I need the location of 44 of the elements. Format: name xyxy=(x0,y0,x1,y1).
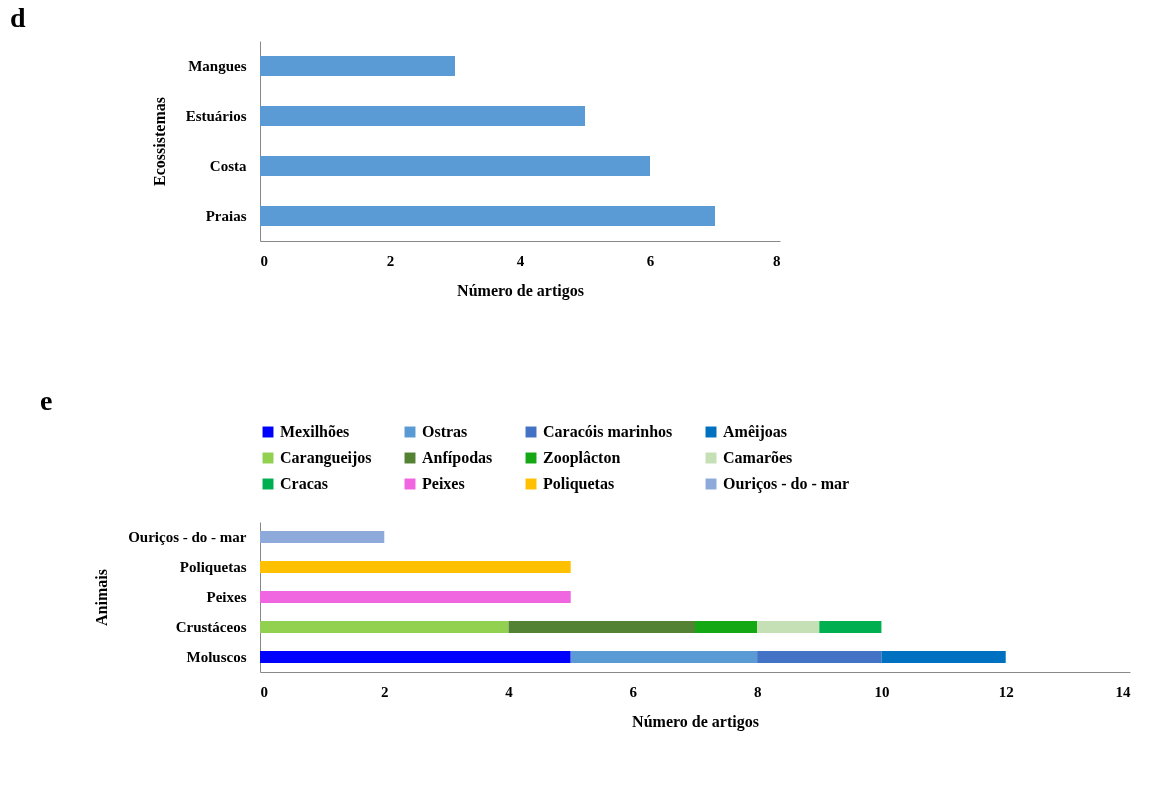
y-tick-label: Moluscos xyxy=(186,649,247,665)
x-tick-label: 8 xyxy=(753,683,762,700)
x-axis-title: Número de artigos xyxy=(457,281,584,300)
text: d xyxy=(10,2,26,33)
x-tick-label: 12 xyxy=(998,683,1014,700)
legend-label: Ouriços - do - mar xyxy=(723,475,850,493)
y-tick-label: Poliquetas xyxy=(179,559,247,575)
y-tick-label: Costa xyxy=(209,158,247,174)
legend-label: Peixes xyxy=(422,475,465,492)
y-tick-label: Ouriços - do - mar xyxy=(128,529,247,545)
legend-label: Caracóis marinhos xyxy=(543,423,673,440)
bar xyxy=(260,106,585,126)
x-tick-label: 14 xyxy=(1115,683,1131,700)
x-axis-title: Número de artigos xyxy=(632,712,759,731)
x-tick-label: 10 xyxy=(874,683,890,700)
bar xyxy=(260,206,715,226)
x-tick-label: 8 xyxy=(773,252,781,269)
legend-label: Poliquetas xyxy=(543,475,615,493)
x-tick-label: 2 xyxy=(386,252,395,269)
y-tick-label: Estuários xyxy=(185,108,247,124)
x-tick-label: 4 xyxy=(516,252,525,269)
x-tick-label: 6 xyxy=(646,252,655,269)
y-tick-label: Crustáceos xyxy=(175,619,247,635)
legend-label: Camarões xyxy=(723,449,793,466)
x-tick-label: 2 xyxy=(381,683,389,700)
legend-label: Cracas xyxy=(280,475,328,492)
y-tick-label: Peixes xyxy=(206,589,247,605)
legend-label: Mexilhões xyxy=(280,423,350,440)
y-tick-label: Praias xyxy=(205,208,247,224)
x-tick-label: 0 xyxy=(260,252,268,269)
bar xyxy=(260,56,455,76)
legend-label: Amêijoas xyxy=(723,423,787,441)
legend-label: Carangueijos xyxy=(280,449,372,467)
legend-label: Zooplâcton xyxy=(543,449,621,467)
x-tick-label: 4 xyxy=(505,683,514,700)
legend-label: Anfípodas xyxy=(422,449,493,467)
legend-label: Ostras xyxy=(422,423,468,440)
x-tick-label: 6 xyxy=(629,683,638,700)
y-tick-label: Mangues xyxy=(188,58,247,74)
bar xyxy=(260,156,650,176)
y-axis-title: Animais xyxy=(93,569,111,626)
x-tick-label: 0 xyxy=(260,683,268,700)
chart-title: e xyxy=(40,385,53,416)
y-axis-title: Ecossistemas xyxy=(150,97,168,186)
